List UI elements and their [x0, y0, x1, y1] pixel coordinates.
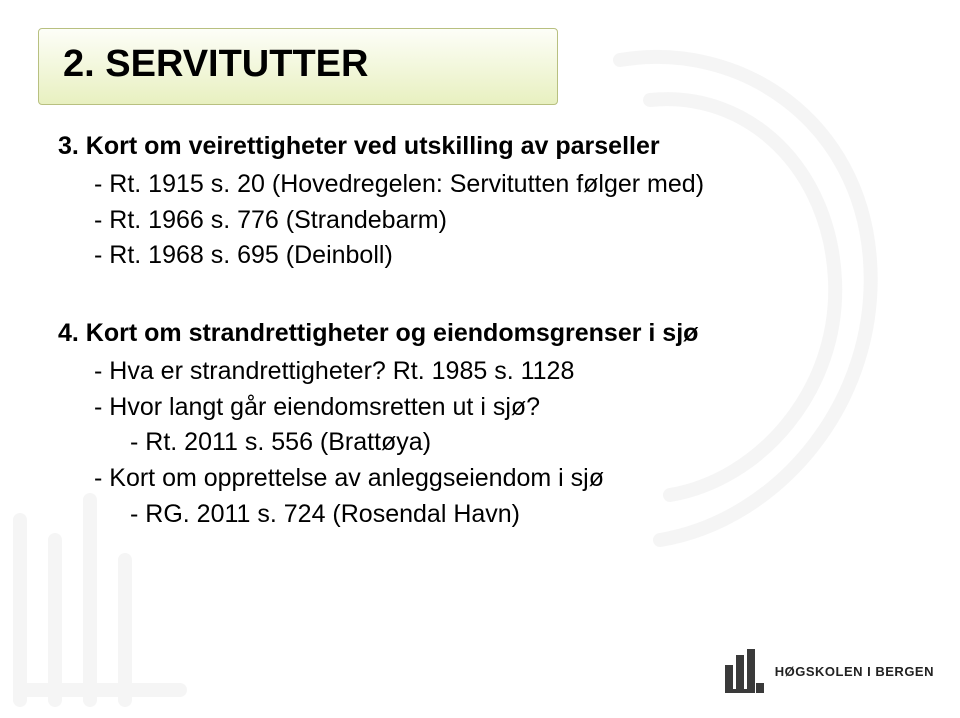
title-box: 2. SERVITUTTER — [38, 28, 558, 105]
section-3-item-3: Rt. 1968 s. 695 (Deinboll) — [94, 239, 880, 273]
section-4-item-2: Hvor langt går eiendomsretten ut i sjø? — [94, 391, 880, 425]
section-3-item-2: Rt. 1966 s. 776 (Strandebarm) — [94, 204, 880, 238]
section-4-heading: 4. Kort om strandrettigheter og eiendoms… — [58, 317, 880, 351]
logo-mark-icon — [723, 649, 765, 693]
section-4-item-2a: - Rt. 2011 s. 556 (Brattøya) — [130, 426, 880, 460]
section-4-item-1: Hva er strandrettigheter? Rt. 1985 s. 11… — [94, 355, 880, 389]
slide-content: 3. Kort om veirettigheter ved utskilling… — [58, 130, 880, 534]
slide-title: 2. SERVITUTTER — [63, 43, 533, 86]
section-3-heading: 3. Kort om veirettigheter ved utskilling… — [58, 130, 880, 164]
section-4-item-3: Kort om opprettelse av anleggseiendom i … — [94, 462, 880, 496]
section-3-item-1: Rt. 1915 s. 20 (Hovedregelen: Servitutte… — [94, 168, 880, 202]
logo-text: HØGSKOLEN I BERGEN — [775, 664, 934, 679]
section-4-item-3a: - RG. 2011 s. 724 (Rosendal Havn) — [130, 498, 880, 532]
institution-logo: HØGSKOLEN I BERGEN — [723, 649, 934, 693]
